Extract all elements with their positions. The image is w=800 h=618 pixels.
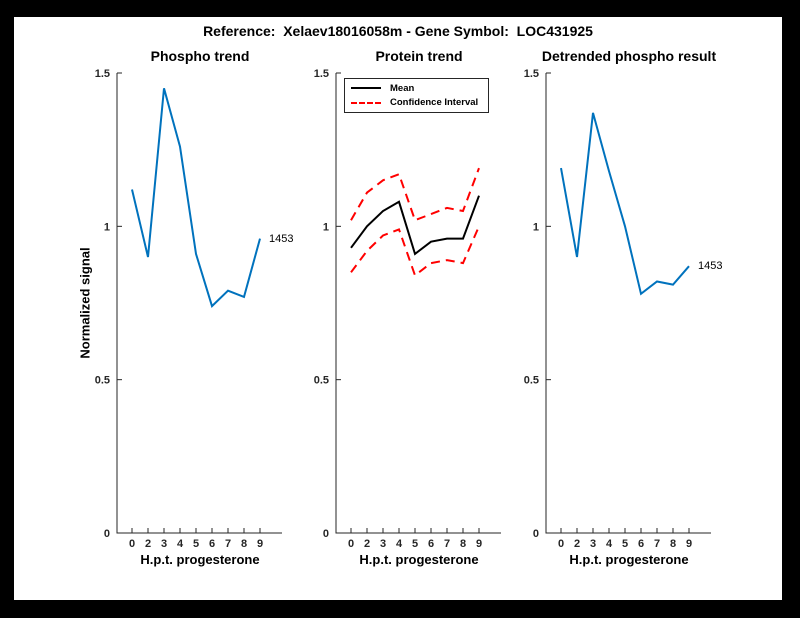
x-tick-label: 6 — [428, 538, 434, 550]
x-tick-label: 4 — [606, 538, 613, 550]
x-tick-label: 9 — [257, 538, 263, 550]
y-tick-label: 0 — [104, 528, 110, 540]
x-tick-label: 8 — [460, 538, 466, 550]
x-tick-label: 3 — [590, 538, 596, 550]
ci-upper-line — [350, 167, 480, 222]
x-tick-label: 0 — [348, 538, 354, 550]
x-tick-label: 0 — [558, 538, 564, 550]
x-tick-label: 5 — [412, 538, 418, 550]
legend-row-ci: Confidence Interval — [345, 97, 488, 108]
y-tick-label: 1.5 — [95, 68, 110, 80]
phospho-end-label: 1453 — [269, 232, 294, 245]
x-tick-label: 7 — [654, 538, 660, 550]
x-tick-label: 0 — [129, 538, 135, 550]
phospho-line — [131, 88, 261, 308]
x-tick-label: 5 — [622, 538, 628, 550]
legend-label-mean: Mean — [390, 82, 415, 94]
legend-box: Mean Confidence Interval — [344, 78, 489, 113]
x-tick-label: 2 — [574, 538, 580, 550]
x-tick-label: 9 — [476, 538, 482, 550]
y-tick-label: 0.5 — [95, 375, 110, 387]
x-tick-label: 6 — [638, 538, 644, 550]
y-tick-label: 0 — [323, 528, 329, 540]
panel-title-detrended: Detrended phospho result — [541, 48, 717, 64]
x-tick-label: 4 — [396, 538, 403, 550]
y-tick-label: 1.5 — [314, 68, 329, 80]
x-tick-label: 2 — [145, 538, 151, 550]
y-tick-label: 1 — [533, 221, 539, 233]
y-tick-label: 1 — [104, 221, 110, 233]
axes-spines — [545, 73, 711, 534]
x-tick-label: 3 — [161, 538, 167, 550]
axes-spines — [335, 73, 501, 534]
y-tick-label: 0.5 — [314, 375, 329, 387]
legend-row-mean: Mean — [345, 83, 488, 94]
x-tick-label: 8 — [670, 538, 676, 550]
x-tick-label: 2 — [364, 538, 370, 550]
y-tick-label: 1.5 — [524, 68, 539, 80]
x-tick-label: 8 — [241, 538, 247, 550]
plots-svg: 0 2 3 4 5 6 7 8 900.511.50 2 3 4 5 6 7 8 900.511.50 2 3 4 5 6… — [95, 68, 711, 550]
mean-line — [350, 195, 480, 256]
x-axis-label-3: H.p.t. progesterone — [569, 552, 689, 567]
mean-line-sample-icon — [351, 87, 381, 90]
detrended-end-label: 1453 — [698, 260, 723, 273]
panel-title-protein: Protein trend — [375, 48, 463, 64]
legend-label-ci: Confidence Interval — [390, 97, 479, 109]
y-tick-label: 1 — [323, 221, 329, 233]
panel-title-phospho: Phospho trend — [150, 48, 250, 64]
x-tick-label: 9 — [686, 538, 692, 550]
axes-spines — [116, 73, 282, 534]
detrended-line — [560, 112, 690, 296]
ci-line-sample-icon — [351, 101, 381, 104]
x-axis-label-2: H.p.t. progesterone — [359, 552, 479, 567]
figure-title: Reference: Xelaev18016058m - Gene Symbol… — [203, 23, 593, 39]
figure-canvas: 0 2 3 4 5 6 7 8 9 0 0.5 1 1.5 0 2 3 4 5 6 7 8 9 0 0.5 1 1.5 0 2 3 4 5 6… — [14, 17, 782, 600]
x-tick-label: 7 — [225, 538, 231, 550]
y-tick-label: 0.5 — [524, 375, 539, 387]
x-tick-label: 6 — [209, 538, 215, 550]
y-axis-label: Normalized signal — [77, 247, 93, 359]
x-axis-label-1: H.p.t. progesterone — [140, 552, 260, 567]
x-tick-label: 4 — [177, 538, 184, 550]
ci-lower-line — [350, 225, 480, 278]
x-tick-label: 7 — [444, 538, 450, 550]
y-tick-label: 0 — [533, 528, 539, 540]
x-tick-label: 3 — [380, 538, 386, 550]
x-tick-label: 5 — [193, 538, 199, 550]
